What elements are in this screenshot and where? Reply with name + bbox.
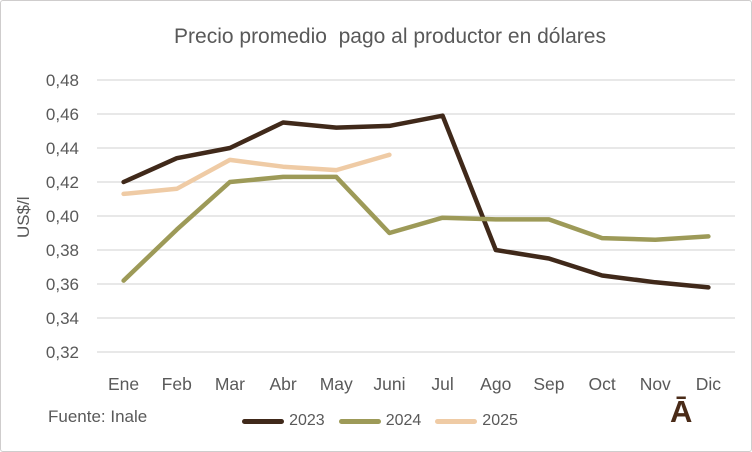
x-tick-label: Sep bbox=[533, 374, 564, 394]
y-tick-label: 0,46 bbox=[46, 105, 79, 124]
y-tick-label: 0,32 bbox=[46, 343, 79, 362]
legend-item-2025: 2025 bbox=[435, 412, 518, 430]
x-tick-label: Abr bbox=[269, 374, 296, 394]
chart-title: Precio promedio pago al productor en dól… bbox=[174, 25, 606, 48]
legend-swatch-2025 bbox=[435, 418, 478, 424]
y-tick-label: 0,36 bbox=[46, 275, 79, 294]
legend: 2023 2024 2025 bbox=[5, 412, 751, 430]
legend-swatch-2024 bbox=[338, 418, 381, 424]
x-tick-label: Ene bbox=[108, 374, 139, 394]
legend-label-2024: 2024 bbox=[385, 412, 422, 429]
legend-item-2024: 2024 bbox=[338, 412, 422, 430]
x-tick-label: Feb bbox=[162, 374, 192, 394]
x-tick-label: Jul bbox=[431, 374, 453, 394]
x-tick-label: Dic bbox=[696, 374, 722, 394]
y-tick-label: 0,48 bbox=[46, 71, 79, 90]
legend-label-2025: 2025 bbox=[482, 412, 518, 429]
series-line-2023 bbox=[121, 113, 711, 290]
x-tick-label: Ago bbox=[480, 374, 511, 394]
series-line-2025 bbox=[121, 152, 392, 197]
series-line-2024 bbox=[121, 174, 711, 283]
y-tick-label: 0,38 bbox=[46, 241, 79, 260]
legend-swatch-2023 bbox=[242, 418, 285, 424]
x-tick-label: Mar bbox=[215, 374, 245, 394]
legend-label-2023: 2023 bbox=[289, 412, 325, 429]
y-tick-label: 0,42 bbox=[46, 173, 79, 192]
source-note: Fuente: Inale bbox=[48, 407, 148, 426]
x-tick-label: Oct bbox=[588, 374, 615, 394]
y-tick-label: 0,34 bbox=[46, 309, 79, 328]
watermark-glyph: Ā bbox=[670, 394, 693, 429]
x-tick-label: Juni bbox=[373, 374, 405, 394]
x-tick-label: Nov bbox=[640, 374, 671, 394]
y-tick-label: 0,44 bbox=[46, 139, 79, 158]
y-axis-title: US$/l bbox=[14, 196, 33, 238]
y-tick-label: 0,40 bbox=[46, 207, 79, 226]
legend-item-2023: 2023 bbox=[242, 412, 325, 430]
x-tick-label: May bbox=[320, 374, 353, 394]
